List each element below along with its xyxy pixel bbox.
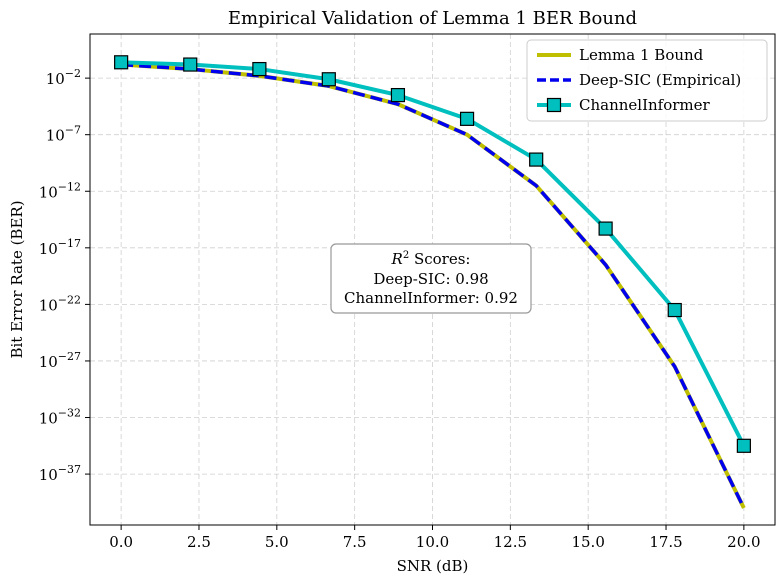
series-2-marker (390, 87, 406, 103)
series-layer (114, 55, 751, 509)
y-tick-label: 10−12 (39, 180, 81, 201)
series-line-2 (121, 60, 746, 447)
legend: Lemma 1 Bound Deep-SIC (Empirical) Channel… (526, 39, 768, 122)
series-line-0 (121, 62, 746, 509)
ticks: 0.0 2.5 5.0 7.5 10.0 12.5 15.0 17.5 20.010−210−7… (39, 67, 761, 551)
y-tick-exponent: −17 (58, 237, 81, 250)
y-tick-exponent: −27 (58, 350, 81, 363)
y-axis-label: Bit Error Rate (BER) (8, 200, 26, 358)
y-tick-label: 10−2 (46, 67, 81, 88)
x-tick-label: 2.5 (187, 533, 211, 551)
grid (90, 34, 775, 525)
r2-deep-sic: Deep-SIC: 0.98 (373, 270, 488, 288)
x-tick-label: 20.0 (727, 533, 760, 551)
y-tick-label: 10−27 (39, 350, 81, 371)
x-tick-label: 12.5 (494, 533, 527, 551)
y-tick-exponent: −37 (58, 463, 81, 476)
r2-scores-label: Scores: (409, 250, 470, 268)
y-tick-label: 10−37 (39, 463, 81, 484)
y-tick-base: 10 (39, 410, 58, 428)
y-tick-exponent: −2 (65, 67, 81, 80)
y-tick-label: 10−17 (39, 237, 81, 258)
y-tick-base: 10 (39, 353, 58, 371)
r2-annotation: R2 Scores: Deep-SIC: 0.98 ChannelInforme… (330, 243, 532, 314)
y-tick-exponent: −32 (58, 407, 81, 420)
series-2-marker (598, 221, 613, 236)
series-2-marker (321, 72, 336, 87)
x-tick-label: 17.5 (649, 533, 682, 551)
y-tick-base: 10 (39, 240, 58, 258)
legend-label-0: Lemma 1 Bound (579, 46, 704, 64)
chart-title: Empirical Validation of Lemma 1 BER Boun… (228, 8, 637, 29)
x-tick-label: 15.0 (571, 533, 604, 551)
legend-frame (526, 39, 768, 122)
x-tick-label: 7.5 (343, 533, 367, 551)
r2-superscript: 2 (403, 250, 409, 261)
legend-label-1: Deep-SIC (Empirical) (579, 71, 741, 89)
r2-channelinformer: ChannelInformer: 0.92 (344, 289, 518, 307)
y-tick-label: 10−7 (46, 124, 81, 145)
y-tick-base: 10 (39, 466, 58, 484)
y-tick-label: 10−22 (39, 293, 81, 314)
series-2-marker (183, 57, 198, 72)
r2-symbol: R (391, 250, 403, 268)
series-2-marker (252, 61, 267, 77)
x-tick-label: 10.0 (416, 533, 449, 551)
y-tick-exponent: −22 (58, 293, 81, 306)
x-tick-label: 0.0 (109, 533, 133, 551)
series-2-marker (667, 302, 682, 318)
x-tick-label: 5.0 (265, 533, 289, 551)
legend-marker-2 (546, 97, 562, 113)
y-tick-exponent: −12 (58, 180, 81, 193)
x-axis-label: SNR (dB) (397, 557, 469, 575)
series-2-marker (114, 55, 129, 70)
legend-label-2: ChannelInformer (579, 96, 711, 114)
r2-annotation-box (330, 243, 532, 314)
series-2-marker (459, 111, 475, 126)
y-tick-base: 10 (39, 183, 58, 201)
y-tick-label: 10−32 (39, 407, 81, 428)
series-2-marker (529, 152, 544, 167)
y-tick-base: 10 (46, 127, 65, 145)
series-2-marker (736, 438, 751, 453)
y-tick-base: 10 (46, 70, 65, 88)
y-tick-exponent: −7 (65, 124, 81, 137)
y-tick-base: 10 (39, 296, 58, 314)
r2-annotation-title: R2 Scores: (391, 250, 471, 268)
